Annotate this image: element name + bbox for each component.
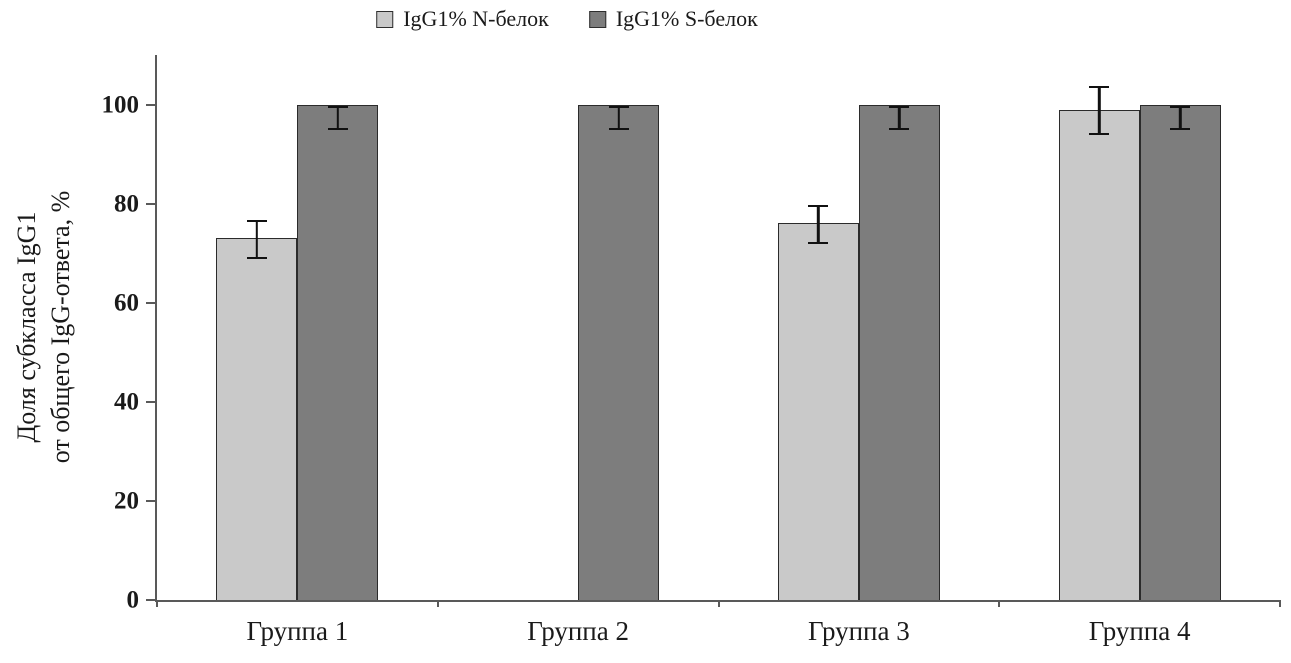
x-category-label: Группа 1 [246,616,349,646]
y-axis-label-line1: Доля субкласса IgG1 [12,211,42,443]
legend: IgG1% N-белок IgG1% S-белок [376,6,758,32]
error-bar-cap-top [1089,85,1110,89]
error-bar-cap-bottom [808,241,829,245]
y-tick-mark [146,400,155,403]
x-tick-mark [717,600,720,607]
error-bar-line [336,105,340,131]
error-bar-cap-bottom [889,127,910,131]
y-tick-label: 20 [114,487,139,515]
error-bar-line [898,105,901,131]
legend-item: IgG1% S-белок [588,6,758,32]
error-bar-cap-bottom [246,256,267,260]
y-tick-label: 0 [126,586,140,614]
error-bar-line [1097,85,1101,136]
bar-slot [578,55,660,600]
error-bar-cap-top [327,105,348,108]
error-bar-cap-top [246,219,267,222]
error-bar [246,219,267,260]
x-tick-mark [1279,600,1281,607]
bar-slot [858,55,940,600]
bar-group [719,55,1000,600]
legend-swatch [588,10,606,28]
error-bar [1089,85,1110,136]
y-axis-label: Доля субкласса IgG1 от общего IgG-ответа… [10,191,78,463]
error-bar-cap-bottom [327,127,348,131]
y-tick-label: 60 [114,289,139,317]
error-bar-cap-top [1170,105,1191,108]
legend-swatch [376,10,394,28]
bar [578,104,660,600]
y-tick-mark [146,202,155,205]
legend-label: IgG1% N-белок [403,6,549,31]
y-tick-label: 100 [101,91,140,119]
x-category-label: Группа 4 [1088,616,1191,646]
bar-slot [1058,55,1140,600]
x-category-label: Группа 3 [808,616,910,646]
plot-area: 0 20 40 60 80 100 Группа 1 Группа 2 Группа 3 Груп… [102,55,1281,646]
error-bar-cap-bottom [1170,127,1191,131]
bar [1058,85,1140,600]
bar-slot [1139,55,1221,600]
bar [858,104,940,600]
error-bar [608,105,629,131]
bar [216,219,298,600]
bar-group [438,55,719,600]
x-tick-mark [156,600,158,607]
bar-group [999,55,1280,600]
error-bar-cap-bottom [608,127,629,131]
error-bar-cap-top [608,105,629,108]
legend-label: IgG1% S-белок [615,6,758,31]
bar [297,104,379,600]
bar-slot [777,55,859,600]
error-bar-cap-top [889,105,910,108]
error-bar-line [1178,105,1182,131]
y-tick-mark [146,103,155,106]
error-bar [808,204,829,245]
bar [777,204,859,600]
error-bar-line [817,204,820,245]
y-tick-mark [146,499,155,502]
y-axis-label-line2: от общего IgG-ответа, % [46,190,75,464]
error-bar-cap-bottom [1089,132,1110,136]
bar-group [157,55,438,600]
y-tick-mark [146,301,155,304]
y-tick-mark [146,599,155,601]
bar-slot [297,55,379,600]
error-bar [1170,105,1191,131]
error-bar-line [617,105,620,131]
error-bar [327,105,348,131]
y-tick-label: 80 [114,190,139,218]
bar [1139,104,1221,600]
y-tick-label: 40 [114,388,139,416]
x-tick-mark [436,600,439,607]
x-category-label: Группа 2 [527,616,629,646]
bar-slot [216,55,298,600]
bar-slot [497,55,578,600]
x-tick-mark [998,600,1001,607]
legend-item: IgG1% N-белок [376,6,549,32]
error-bar-cap-top [808,204,829,208]
error-bar-line [255,219,259,260]
error-bar [889,105,910,131]
